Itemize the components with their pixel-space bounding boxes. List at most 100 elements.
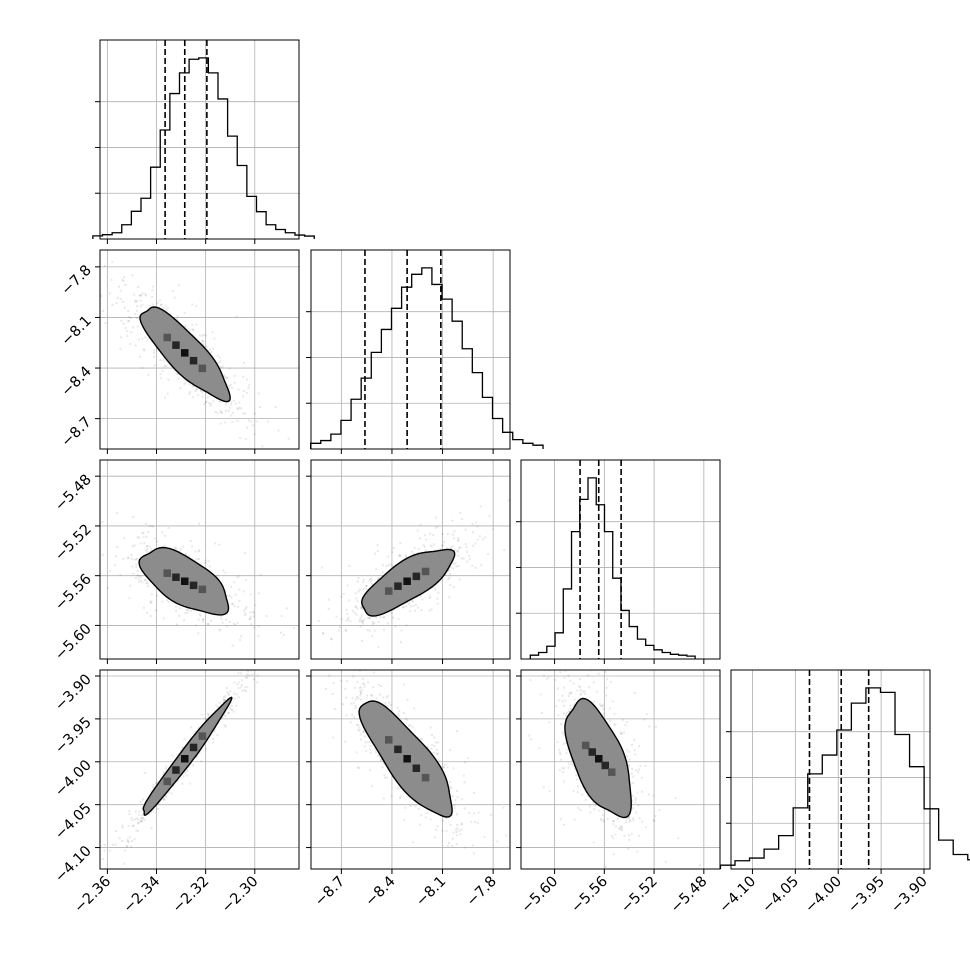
sample-point xyxy=(287,671,289,673)
sample-point xyxy=(175,547,178,550)
sample-point xyxy=(448,568,451,571)
sample-point xyxy=(218,400,221,403)
sample-point xyxy=(124,849,127,852)
sample-point xyxy=(184,771,187,774)
sample-point xyxy=(161,600,164,603)
sample-point xyxy=(397,617,400,620)
sample-point xyxy=(449,584,452,587)
sample-point xyxy=(359,616,362,619)
sample-point xyxy=(160,303,163,306)
sample-point xyxy=(150,593,153,596)
sample-point xyxy=(419,523,422,526)
sample-point xyxy=(176,623,178,626)
sample-point xyxy=(192,334,195,337)
sample-point xyxy=(397,606,400,609)
sample-point xyxy=(411,550,414,553)
sample-point xyxy=(348,599,351,602)
sample-point xyxy=(449,781,452,784)
y-tick-label: −5.52 xyxy=(52,521,95,564)
sample-point xyxy=(457,539,460,542)
sample-point xyxy=(425,816,427,819)
grid-lines xyxy=(100,250,299,449)
sample-point xyxy=(416,551,419,554)
sample-point xyxy=(202,618,205,620)
x-tick-label: −2.36 xyxy=(71,874,114,917)
sample-point xyxy=(162,359,165,362)
sample-point xyxy=(251,610,254,613)
sample-point xyxy=(213,730,216,733)
sample-point xyxy=(131,819,134,821)
sample-point xyxy=(457,554,460,557)
density-cell xyxy=(181,349,189,357)
sample-point xyxy=(365,585,368,587)
sample-point xyxy=(472,544,475,547)
sample-point xyxy=(382,616,385,619)
sample-point xyxy=(156,540,158,543)
sample-point xyxy=(402,606,405,609)
sample-point xyxy=(239,639,241,641)
sample-point xyxy=(219,400,222,403)
density-core xyxy=(163,569,207,594)
sample-point xyxy=(222,713,225,716)
sample-point xyxy=(209,404,212,407)
sample-point xyxy=(458,578,461,581)
sample-point xyxy=(268,652,270,654)
sample-point xyxy=(150,340,153,343)
sample-point xyxy=(153,351,155,354)
sample-point xyxy=(167,526,170,529)
sample-point xyxy=(315,662,317,664)
sample-point xyxy=(207,623,209,625)
sample-point xyxy=(305,653,307,655)
sample-point xyxy=(141,806,144,809)
sample-point xyxy=(371,621,374,623)
sample-point xyxy=(228,594,231,597)
sample-point xyxy=(196,388,199,391)
sample-point xyxy=(304,635,306,637)
sample-point xyxy=(176,317,179,320)
sample-point xyxy=(249,615,252,618)
sample-point xyxy=(267,637,269,639)
sample-point xyxy=(366,741,369,744)
sample-point xyxy=(220,618,223,620)
histogram-step xyxy=(310,267,544,449)
sample-point xyxy=(377,683,380,686)
sample-point xyxy=(399,797,401,799)
sample-point xyxy=(185,553,187,556)
sample-point xyxy=(363,660,365,662)
sample-point xyxy=(195,624,197,627)
sample-point xyxy=(327,607,330,610)
sample-point xyxy=(135,829,138,832)
sample-point xyxy=(121,824,124,827)
sample-point xyxy=(360,607,363,610)
hist-panel-2 xyxy=(516,459,721,664)
sample-point xyxy=(205,400,208,403)
sample-point xyxy=(489,814,492,816)
sample-point xyxy=(281,594,283,596)
sample-point xyxy=(175,780,178,783)
sample-point xyxy=(98,566,100,568)
sample-point xyxy=(399,555,402,557)
sample-point xyxy=(218,543,221,546)
sample-point xyxy=(128,813,131,815)
sample-point xyxy=(257,392,260,395)
sample-point xyxy=(138,810,141,813)
sample-point xyxy=(191,328,194,331)
y-tick-label: −7.8 xyxy=(59,262,95,298)
sample-point xyxy=(430,744,433,747)
sample-point xyxy=(358,620,361,623)
sample-point xyxy=(214,542,217,545)
sample-point xyxy=(386,776,388,779)
sample-point xyxy=(357,724,360,727)
sample-point xyxy=(187,555,190,557)
sample-point xyxy=(370,579,373,582)
sample-point xyxy=(381,761,384,764)
sample-point xyxy=(463,807,466,810)
sample-point xyxy=(145,582,148,585)
sample-point xyxy=(328,674,331,677)
sample-point xyxy=(373,629,376,632)
sample-point xyxy=(137,577,140,580)
sample-point xyxy=(443,540,445,543)
sample-point xyxy=(246,426,249,429)
sample-point xyxy=(197,618,200,621)
sample-point xyxy=(452,586,455,589)
